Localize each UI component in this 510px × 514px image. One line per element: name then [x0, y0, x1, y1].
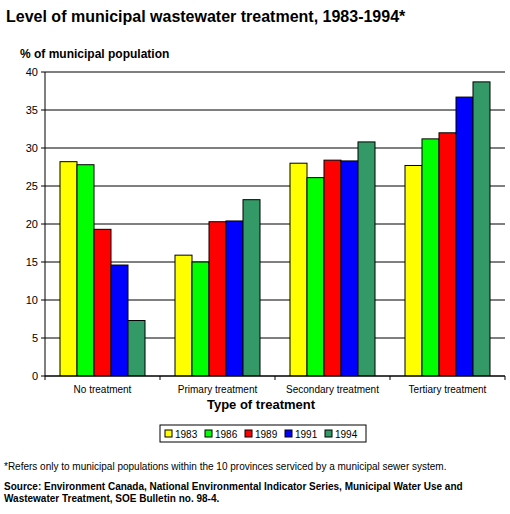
bar — [111, 265, 128, 376]
x-label: Type of treatment — [207, 397, 316, 412]
bar — [422, 139, 439, 376]
tick — [41, 148, 45, 149]
bar — [358, 142, 375, 376]
bar — [175, 255, 192, 376]
legend — [160, 425, 366, 442]
legend-label: 1986 — [215, 429, 238, 440]
x-tick — [390, 376, 391, 380]
category-label: No treatment — [74, 384, 132, 395]
bar — [405, 165, 422, 376]
bar — [60, 162, 77, 376]
tick — [41, 338, 45, 339]
tick — [41, 224, 45, 225]
legend-swatch — [325, 430, 332, 437]
legend-swatch — [165, 430, 172, 437]
bar — [192, 262, 209, 376]
bar — [77, 165, 94, 376]
chart: Level of municipal wastewater treatment,… — [0, 0, 510, 514]
grid-line — [45, 110, 505, 111]
legend-swatch — [285, 430, 292, 437]
tick — [41, 300, 45, 301]
legend-label: 1983 — [175, 429, 198, 440]
bar — [226, 221, 243, 376]
bar — [456, 97, 473, 376]
legend-label: 1989 — [255, 429, 278, 440]
bar — [209, 222, 226, 376]
x-tick — [505, 376, 506, 380]
source: Source: Environment Canada, National Env… — [4, 481, 504, 505]
category-label: Tertiary treatment — [409, 384, 487, 395]
y-label: % of municipal population — [20, 47, 169, 61]
tick — [41, 186, 45, 187]
bar — [290, 163, 307, 376]
bar — [473, 82, 490, 376]
tick-label: 30 — [26, 142, 38, 154]
bar — [128, 321, 145, 376]
x-tick — [45, 376, 46, 380]
tick — [41, 72, 45, 73]
tick-label: 15 — [26, 256, 38, 268]
tick-label: 0 — [32, 370, 38, 382]
tick-label: 5 — [32, 332, 38, 344]
grid-line — [45, 72, 505, 73]
tick-label: 40 — [26, 66, 38, 78]
bar — [439, 133, 456, 376]
x-tick — [160, 376, 161, 380]
x-tick — [275, 376, 276, 380]
tick-label: 10 — [26, 294, 38, 306]
bar — [341, 161, 358, 376]
legend-swatch — [245, 430, 252, 437]
title: Level of municipal wastewater treatment,… — [6, 8, 406, 25]
tick-label: 35 — [26, 104, 38, 116]
bar — [94, 229, 111, 376]
legend-label: 1991 — [295, 429, 318, 440]
legend-swatch — [205, 430, 212, 437]
tick — [41, 110, 45, 111]
tick-label: 20 — [26, 218, 38, 230]
footnote: *Refers only to municipal populations wi… — [4, 461, 504, 473]
y-axis — [45, 72, 46, 376]
legend-label: 1994 — [335, 429, 358, 440]
bar — [307, 178, 324, 376]
bars — [60, 82, 490, 376]
tick-label: 25 — [26, 180, 38, 192]
bar — [243, 200, 260, 376]
bar — [324, 160, 341, 376]
category-label: Primary treatment — [178, 384, 258, 395]
category-label: Secondary treatment — [286, 384, 379, 395]
tick — [41, 376, 45, 377]
tick — [41, 262, 45, 263]
